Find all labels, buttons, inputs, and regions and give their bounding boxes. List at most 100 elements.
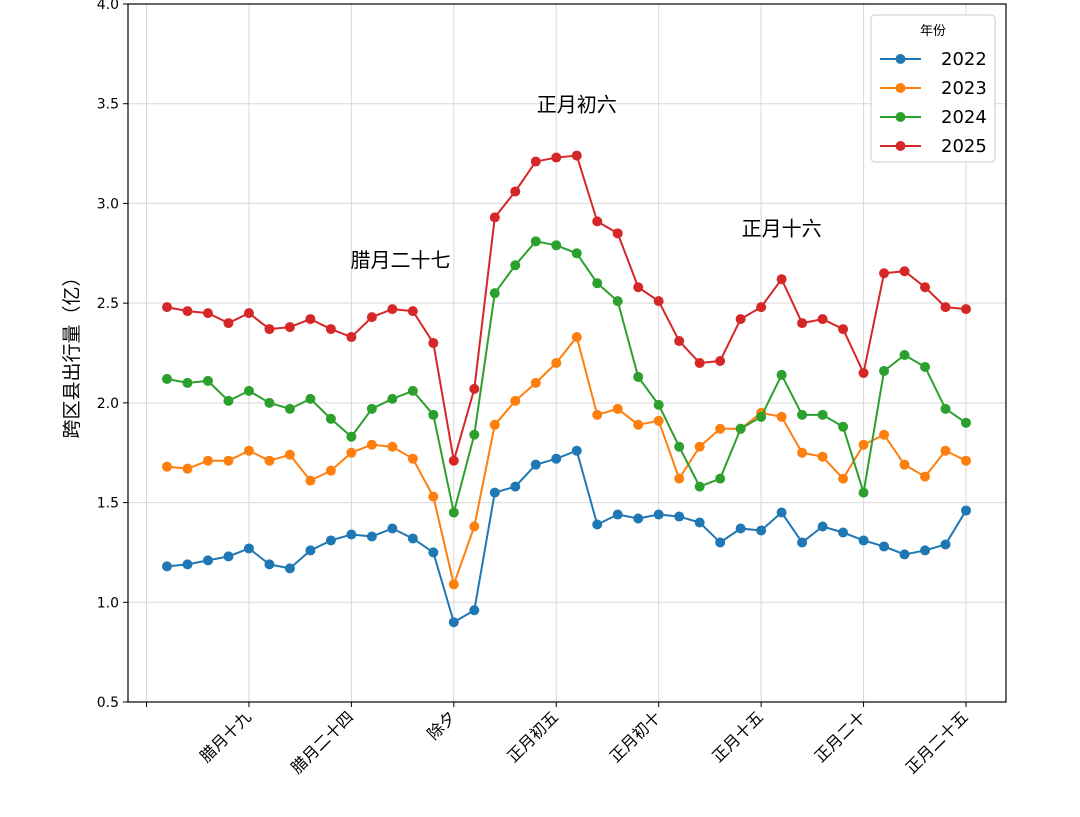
legend-item-2024: 2024: [880, 107, 987, 128]
data-point: [612, 403, 623, 414]
data-point: [530, 459, 541, 470]
data-point: [735, 423, 746, 434]
data-point: [530, 377, 541, 388]
data-point: [592, 278, 603, 289]
data-point: [612, 228, 623, 239]
data-point: [387, 523, 398, 534]
data-point: [817, 521, 828, 532]
series-2025: [162, 150, 971, 466]
data-point: [633, 282, 644, 293]
data-point: [305, 393, 316, 404]
series-line-2025: [166, 154, 967, 462]
data-point: [469, 383, 480, 394]
data-point: [448, 617, 459, 628]
data-point: [162, 302, 172, 313]
data-point: [428, 338, 439, 349]
data-point: [961, 455, 971, 466]
y-tick-label: 1.0: [97, 595, 119, 611]
data-point: [510, 395, 521, 406]
data-point: [448, 579, 459, 590]
data-point: [387, 393, 398, 404]
data-point: [674, 336, 685, 347]
data-point: [407, 533, 418, 544]
data-point: [366, 312, 377, 323]
data-point: [346, 529, 357, 540]
data-point: [202, 375, 213, 386]
data-point: [284, 563, 295, 574]
data-point: [551, 240, 562, 251]
data-point: [879, 365, 890, 376]
series-line-2024: [166, 240, 967, 514]
data-point: [202, 455, 213, 466]
data-point: [715, 473, 726, 484]
y-tick-label: 1.5: [97, 496, 119, 512]
data-point: [940, 445, 951, 456]
data-point: [530, 156, 541, 167]
data-point: [879, 429, 890, 440]
data-point: [223, 318, 234, 329]
legend-label: 2024: [941, 107, 987, 128]
data-point: [920, 471, 931, 482]
data-point: [715, 355, 726, 366]
data-point: [940, 302, 951, 313]
data-point: [776, 411, 787, 422]
data-point: [551, 152, 562, 163]
data-point: [223, 455, 234, 466]
legend-label: 2022: [941, 49, 987, 70]
data-point: [510, 260, 521, 271]
legend-marker: [895, 83, 906, 93]
data-point: [284, 322, 295, 333]
data-point: [858, 535, 869, 546]
data-point: [858, 439, 869, 450]
data-point: [530, 236, 541, 247]
data-point: [264, 559, 275, 570]
legend: 年份 2022 2023 2024 2025: [870, 14, 996, 163]
y-tick-label: 3.0: [97, 196, 119, 212]
data-point: [510, 186, 521, 197]
data-point: [407, 453, 418, 464]
data-point: [489, 212, 500, 223]
data-point: [961, 505, 971, 516]
data-point: [428, 491, 439, 502]
series-2024: [162, 236, 971, 518]
data-point: [633, 513, 644, 524]
data-point: [920, 282, 931, 293]
data-point: [407, 385, 418, 396]
data-point: [366, 439, 377, 450]
data-point: [838, 421, 849, 432]
series-2022: [162, 445, 971, 628]
data-point: [366, 403, 377, 414]
data-point: [346, 431, 357, 442]
data-point: [633, 419, 644, 430]
data-point: [653, 415, 664, 426]
data-point: [346, 447, 357, 458]
data-point: [694, 441, 705, 452]
data-point: [284, 449, 295, 460]
data-point: [182, 306, 193, 317]
data-point: [612, 509, 623, 520]
data-point: [571, 150, 582, 161]
data-point: [571, 445, 582, 456]
data-point: [448, 455, 459, 466]
data-point: [838, 324, 849, 335]
data-point: [243, 385, 254, 396]
data-point: [510, 481, 521, 492]
data-point: [182, 559, 193, 570]
legend-marker: [895, 54, 906, 64]
data-point: [202, 555, 213, 566]
data-point: [694, 481, 705, 492]
data-point: [756, 411, 767, 422]
legend-box: [870, 14, 996, 163]
data-point: [469, 605, 480, 616]
legend-item-2025: 2025: [880, 136, 987, 157]
data-point: [776, 507, 787, 518]
data-point: [571, 248, 582, 259]
data-point: [428, 409, 439, 420]
data-point: [366, 531, 377, 542]
legend-title: 年份: [920, 24, 946, 39]
data-point: [387, 304, 398, 315]
series-line-2022: [166, 449, 967, 624]
data-point: [899, 266, 910, 277]
data-point: [899, 459, 910, 470]
